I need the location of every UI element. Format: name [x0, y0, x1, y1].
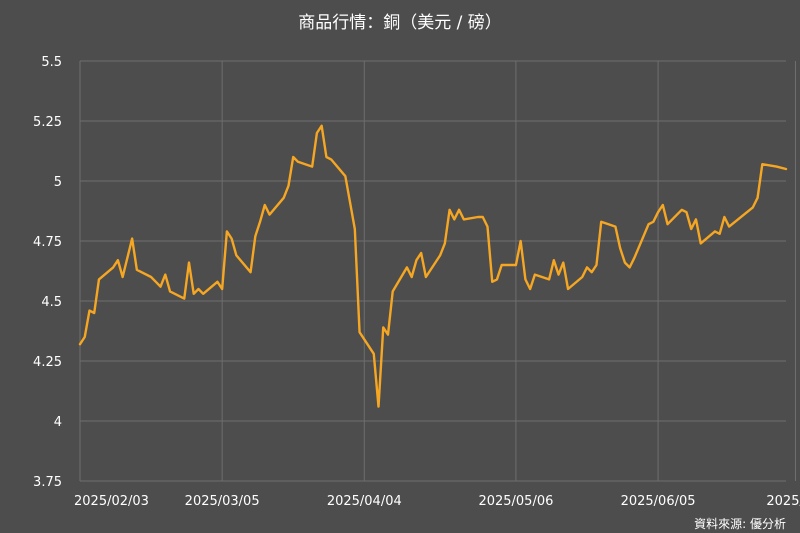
y-tick-label: 4.5	[41, 295, 62, 310]
x-tick-label: 2025/03/05	[185, 494, 260, 509]
y-tick-label: 4.75	[33, 235, 62, 250]
x-tick-label: 2025/02/03	[74, 494, 149, 509]
x-tick-label: 2025/0...	[766, 494, 800, 509]
grid-layer	[79, 60, 796, 482]
x-tick-label: 2025/04/04	[327, 494, 402, 509]
y-tick-label: 3.75	[33, 475, 62, 490]
y-tick-label: 5.25	[33, 115, 62, 130]
y-axis-ticks: 5.5 5.25 5 4.75 4.5 4.25 4 3.75	[33, 55, 62, 490]
y-tick-label: 5	[54, 175, 62, 190]
source-label: 資料來源: 優分析	[694, 517, 786, 531]
chart-title: 商品行情：銅（美元 / 磅）	[298, 13, 502, 33]
x-tick-label: 2025/05/06	[478, 494, 553, 509]
y-tick-label: 4.25	[33, 355, 62, 370]
copper-price-line	[78, 124, 788, 408]
x-tick-label: 2025/06/05	[621, 494, 696, 509]
x-axis-ticks: 2025/02/03 2025/03/05 2025/04/04 2025/05/06…	[74, 494, 800, 509]
y-tick-label: 5.5	[41, 55, 62, 70]
y-tick-label: 4	[54, 415, 62, 430]
